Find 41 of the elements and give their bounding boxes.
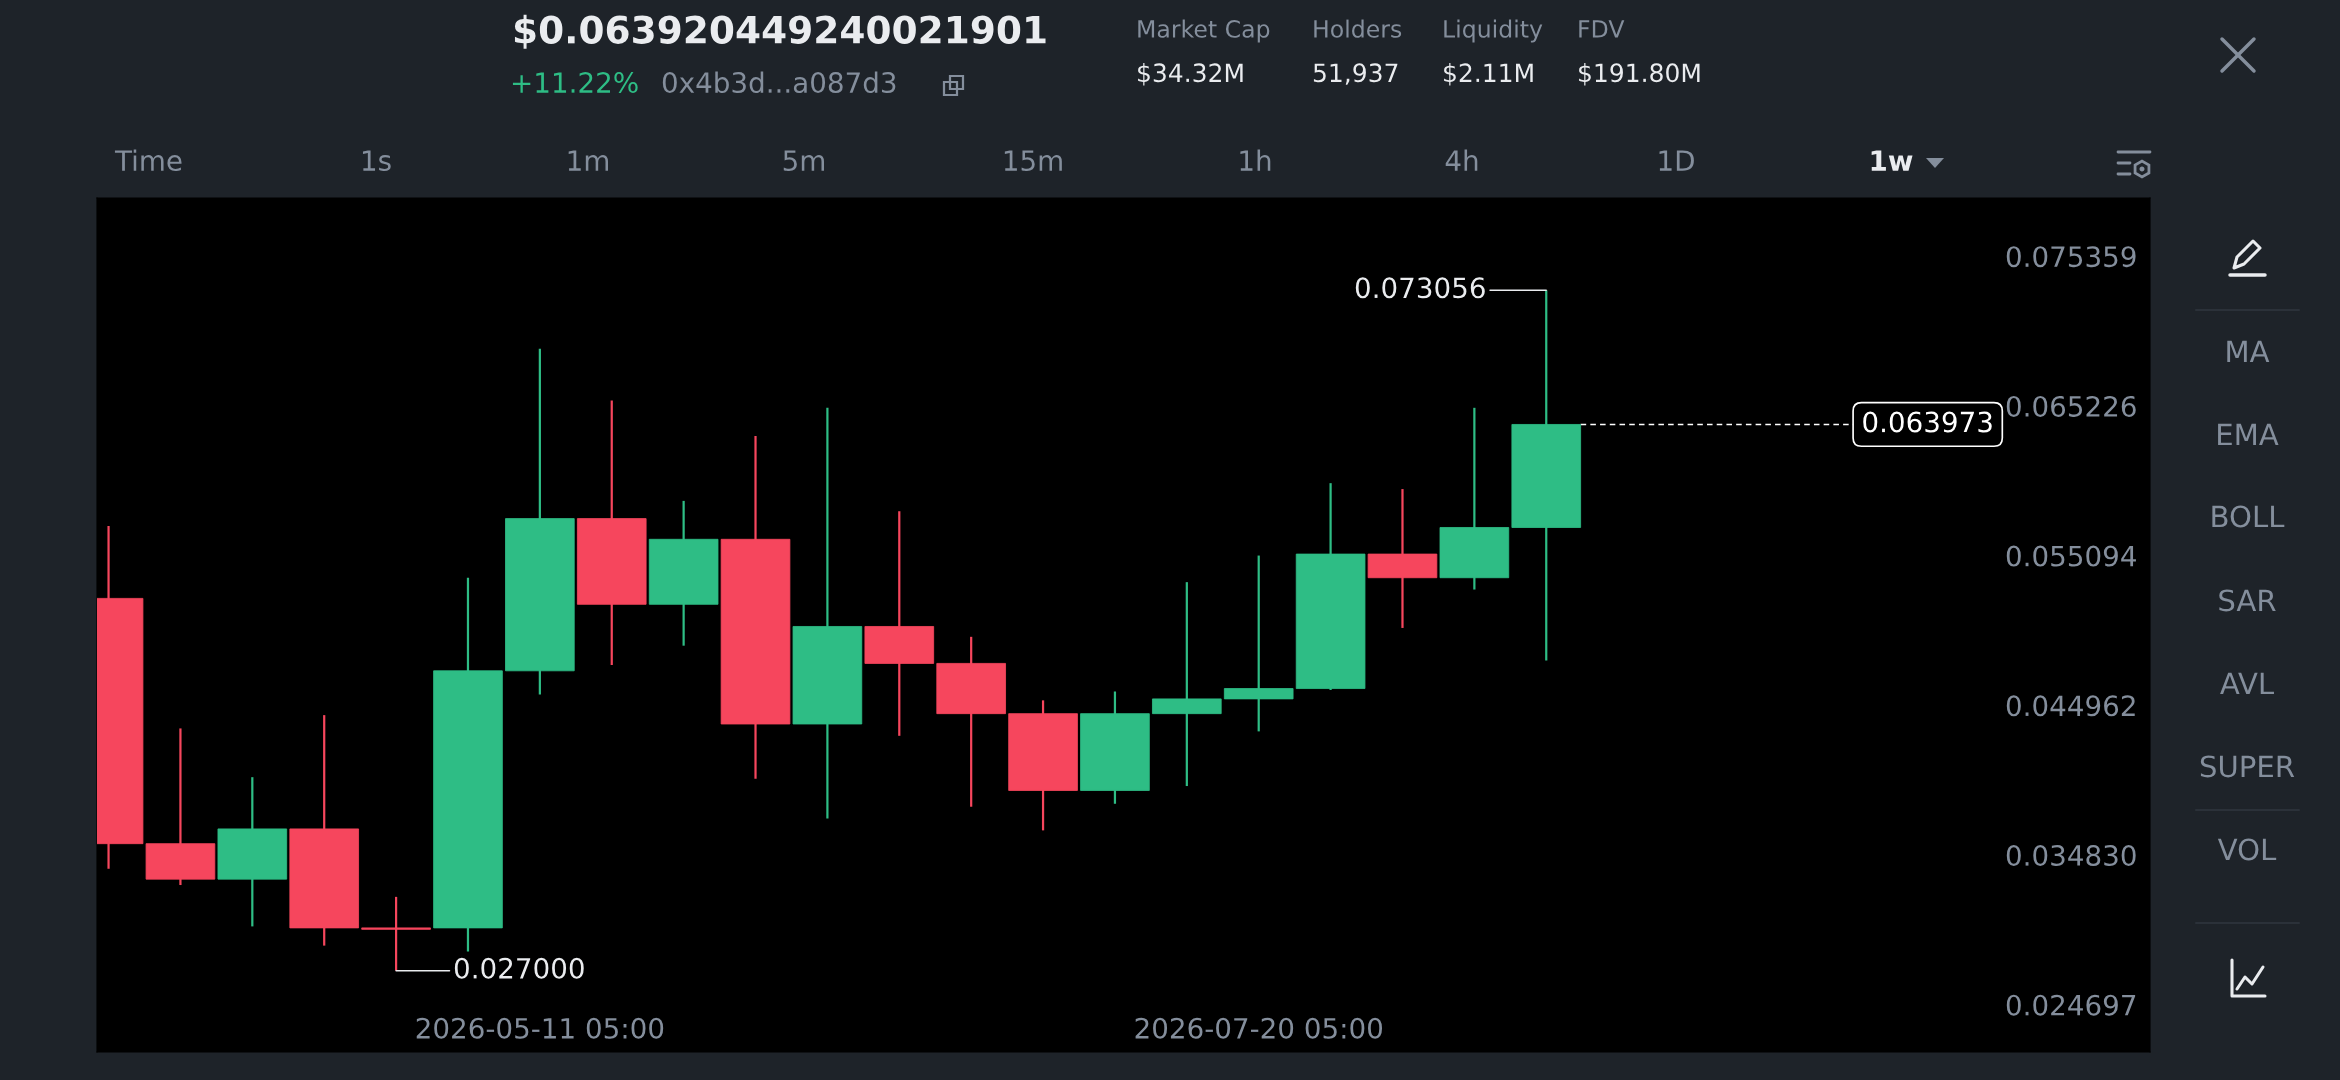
- text: Liquidity: [1444, 19, 1543, 43]
- text: MA: [2227, 340, 2270, 363]
- text: 51,937: [1313, 63, 1398, 85]
- text: 1w: [1871, 150, 1913, 171]
- text: BOLL: [2212, 505, 2285, 528]
- candlestick: [1223, 554, 1294, 733]
- text: 5m: [783, 150, 825, 172]
- text: 1D: [1659, 150, 1694, 171]
- text: 1s: [362, 150, 391, 172]
- text: EMA: [2218, 423, 2279, 446]
- text: $0.063920449240021901: [514, 14, 1046, 49]
- y-tick-label: 0.044962: [2006, 695, 2135, 717]
- text: $34.32M: [1138, 62, 1243, 86]
- y-tick-label: 0.055094: [2006, 545, 2136, 567]
- annotation: 0.073056: [1355, 277, 1485, 299]
- text: Holders: [1314, 19, 1402, 38]
- y-tick-label: 0.075359: [2006, 246, 2136, 268]
- text: +11.22%: [512, 72, 638, 94]
- text: SAR: [2219, 589, 2276, 612]
- text: SUPER: [2200, 755, 2295, 778]
- text: VOL: [2217, 838, 2277, 861]
- x-tick-label: 2026-07-20 05:00: [1135, 1017, 1383, 1039]
- y-tick-label: 0.065226: [2006, 395, 2136, 417]
- text: 0x4b3d...a087d3: [662, 71, 896, 94]
- text: AVL: [2220, 672, 2274, 695]
- ref-line-label: 0.063973: [1863, 411, 1992, 433]
- text: FDV: [1579, 20, 1625, 38]
- x-tick-label: 2026-05-11 05:00: [416, 1017, 664, 1039]
- candlestick: [361, 895, 431, 972]
- text: Market Cap: [1138, 19, 1270, 43]
- y-tick-label: 0.024697: [2006, 994, 2136, 1016]
- text: 1m: [568, 150, 609, 171]
- candlestick: [1152, 581, 1222, 788]
- y-tick-label: 0.034830: [2006, 844, 2136, 866]
- text: 15m: [1004, 150, 1062, 172]
- text: 4h: [1445, 149, 1478, 171]
- text: $2.11M: [1444, 62, 1533, 86]
- text: Time: [114, 149, 182, 172]
- annotation: 0.027000: [454, 957, 584, 979]
- text: 1h: [1240, 149, 1271, 171]
- text: $191.80M: [1579, 62, 1700, 86]
